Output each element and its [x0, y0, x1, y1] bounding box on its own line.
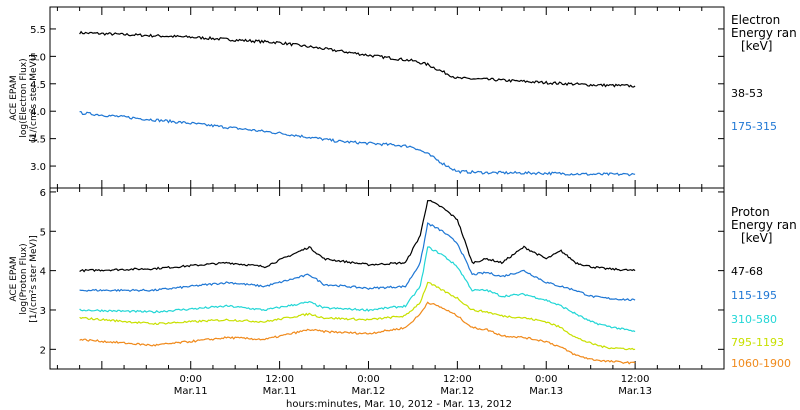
x-tick-label-date: Mar.12 [440, 386, 474, 397]
series-line-47-68 [79, 199, 636, 273]
y-tick-label: 5.5 [30, 25, 46, 36]
x-tick-label-time: 12:00 [265, 374, 294, 385]
y-tick-label: 4 [40, 267, 46, 278]
electron-flux-panel: ACE EPAM log(Electron Flux) [1/(cm²s ste… [9, 6, 797, 189]
series-line-38-53 [79, 30, 636, 88]
legend-entry-175-315: 175-315 [731, 120, 777, 133]
legend-entry-795-1193: 795-1193 [731, 336, 784, 349]
x-tick-label-time: 0:00 [357, 374, 379, 385]
x-tick-label-date: Mar.13 [618, 386, 652, 397]
electron-ylabel-line-1: ACE EPAM [9, 75, 19, 120]
series-line-310-580 [79, 246, 636, 333]
series-line-1060-1900 [79, 301, 636, 365]
series-line-115-195 [79, 222, 636, 302]
electron-legend-title-2: Energy ran [731, 26, 797, 40]
time-axis: hours:minutes, Mar. 10, 2012 - Mar. 13, … [174, 374, 652, 410]
series-line-795-1193 [79, 281, 636, 351]
x-tick-label-date: Mar.11 [263, 386, 297, 397]
x-tick-label-date: Mar.12 [352, 386, 386, 397]
y-tick-label: 5 [40, 227, 46, 238]
y-tick-label: 4.0 [30, 107, 46, 118]
x-tick-label-time: 0:00 [535, 374, 557, 385]
y-tick-label: 3.0 [30, 162, 46, 173]
proton-ylabel-line-2: log(Proton Flux) [19, 243, 29, 314]
legend-entry-115-195: 115-195 [731, 289, 777, 302]
y-tick-label: 4.5 [30, 80, 46, 91]
proton-flux-panel: ACE EPAM log(Proton Flux) [1/(cm²s ster … [9, 187, 797, 370]
x-tick-label-time: 12:00 [621, 374, 650, 385]
x-axis-title: hours:minutes, Mar. 10, 2012 - Mar. 13, … [286, 399, 512, 410]
x-tick-label-time: 0:00 [179, 374, 201, 385]
legend-entry-47-68: 47-68 [731, 265, 763, 278]
electron-legend-title-3: [keV] [741, 39, 772, 53]
y-tick-label: 5.0 [30, 52, 46, 63]
proton-legend-title-1: Proton [731, 205, 770, 219]
legend-entry-310-580: 310-580 [731, 313, 777, 326]
y-tick-label: 6 [40, 188, 46, 199]
y-tick-label: 3.5 [30, 135, 46, 146]
proton-ylabel-line-1: ACE EPAM [9, 256, 19, 301]
legend-entry-38-53: 38-53 [731, 87, 763, 100]
proton-ylabel-line-3: [1/(cm²s ster MeV)] [29, 235, 39, 322]
electron-ylabel-line-3: [1/(cm²s ster MeV)] [29, 54, 39, 141]
series-line-175-315 [79, 111, 636, 177]
electron-ylabel-line-2: log(Electron Flux) [19, 58, 29, 137]
y-tick-label: 3 [40, 306, 46, 317]
plot-frame-1 [49, 187, 725, 370]
x-tick-label-time: 12:00 [443, 374, 472, 385]
x-tick-label-date: Mar.11 [174, 386, 208, 397]
legend-entry-1060-1900: 1060-1900 [731, 357, 791, 370]
electron-legend-title-1: Electron [731, 13, 780, 27]
y-tick-label: 2 [40, 345, 46, 356]
proton-legend-title-2: Energy ran [731, 218, 797, 232]
x-tick-label-date: Mar.13 [529, 386, 563, 397]
proton-legend-title-3: [keV] [741, 231, 772, 245]
